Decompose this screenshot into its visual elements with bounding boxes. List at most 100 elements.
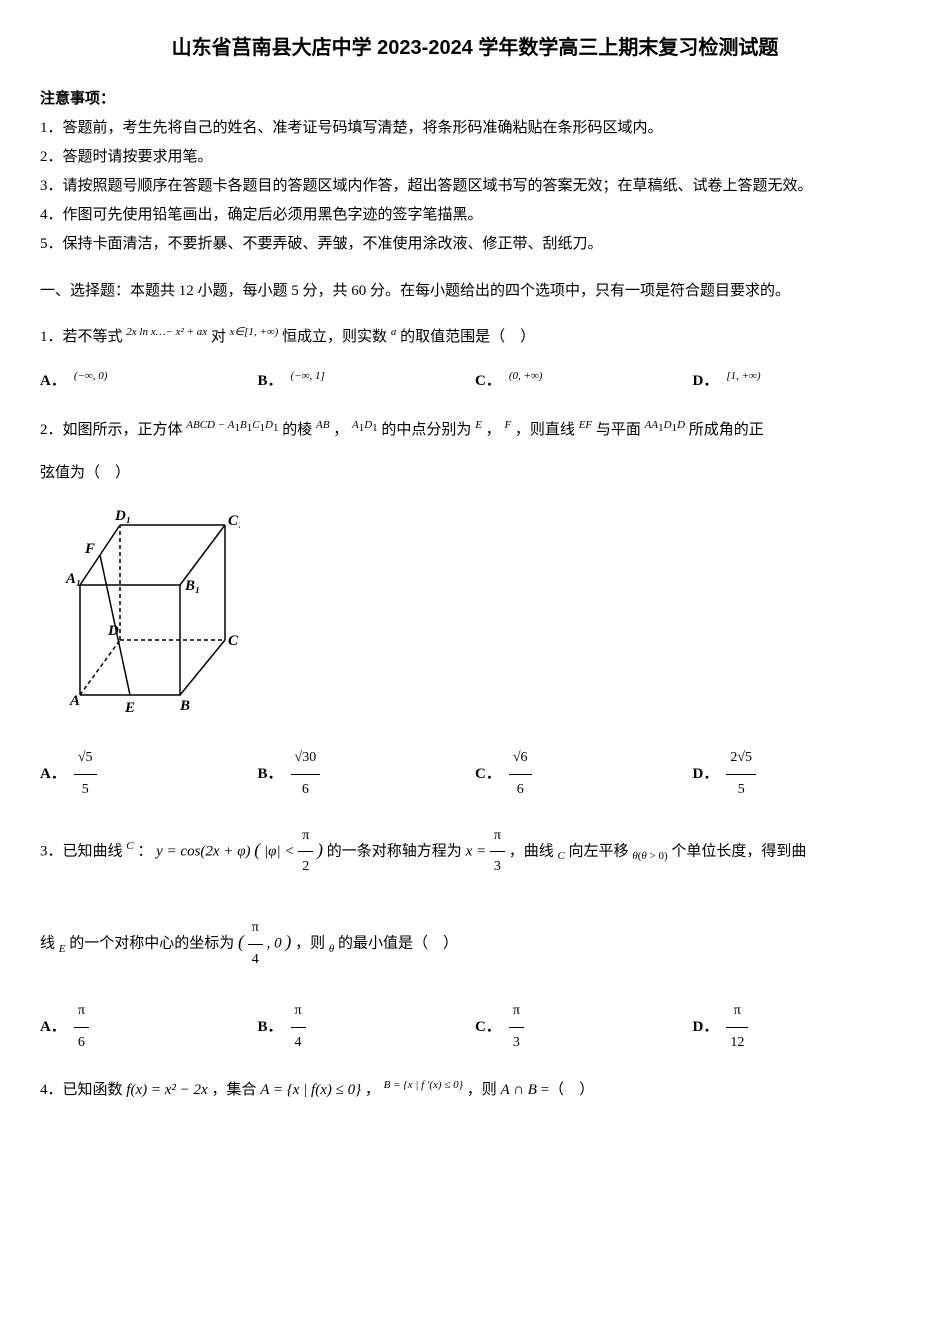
q2-option-b: B． √30 6 [258,743,476,806]
svg-text:C: C [228,633,239,649]
q2-prefix: 2．如图所示，正方体 [40,422,186,438]
q3-option-d: D． π 12 [693,996,911,1059]
q3-center-zero: , 0 [267,936,282,952]
q4-setB: B = {x | f ′(x) ≤ 0} [384,1082,463,1098]
notice-heading: 注意事项： [40,86,910,113]
q2-suffix: 所成角的正 [689,422,764,438]
q3-option-a: A． π 6 [40,996,258,1059]
q3-option-b: B． π 4 [258,996,476,1059]
q1-opt-d-val: [1, +∞) [726,364,760,398]
q4-setA: A = {x | f(x) ≤ 0} [260,1082,361,1098]
q2-option-a: A． √5 5 [40,743,258,806]
q3-mid4: 个单位长度，得到曲 [671,843,806,859]
q1-mid1: 对 [211,329,230,345]
q2-opt-d-frac: 2√5 5 [726,743,756,806]
notice-item: 2．答题时请按要求用笔。 [40,144,910,171]
q1-options: A． (−∞, 0) B． (−∞, 1] C． (0, +∞) D． [1, … [40,364,910,398]
q3-center-open: ( [238,932,244,952]
q2-mid1: 的棱 [282,422,316,438]
q1-option-a: A． (−∞, 0) [40,364,258,398]
q2-option-c: C． √6 6 [475,743,693,806]
q2-opt-b-frac: √30 6 [291,743,321,806]
q2-line2: 弦值为（ ） [40,457,910,490]
q1-mid2: 恒成立，则实数 [282,329,391,345]
svg-text:E: E [124,700,135,715]
q1-expr2: x∈[1, +∞) [230,329,279,345]
option-label: A． [40,758,66,791]
q3-cond: ( [254,839,260,859]
q3-line2: 线 E 的一个对称中心的坐标为 ( π 4 , 0 ) ，则 θ 的最小值是（ … [40,913,910,976]
q3-curve-e: E [59,936,66,952]
notice-item: 1．答题前，考生先将自己的姓名、准考证号码填写清楚，将条形码准确粘贴在条形码区域… [40,115,910,142]
q3-opt-d-frac: π 12 [726,996,748,1059]
q2-cube: ABCD − A1B1C1D1 [186,422,278,438]
svg-text:C₁: C₁ [228,513,240,529]
q2-pt1: E [475,422,482,438]
q1-opt-a-val: (−∞, 0) [74,364,108,398]
q1-option-c: C． (0, +∞) [475,364,693,398]
q3-mid1: 的一条对称轴方程为 [327,843,466,859]
q3-axis-frac: π 3 [490,821,505,884]
option-label: C． [475,1011,501,1044]
q3-option-c: C． π 3 [475,996,693,1059]
notice-item: 3．请按照题号顺序在答题卡各题目的答题区域内作答，超出答题区域书写的答案无效；在… [40,173,910,200]
q3-l2-suffix: 的最小值是（ ） [338,936,458,952]
option-label: D． [693,365,719,398]
cube-svg: A B C D A₁ B₁ C₁ D₁ E F [60,505,240,715]
svg-text:A: A [69,693,80,709]
q1-option-b: B． (−∞, 1] [258,364,476,398]
page-title: 山东省莒南县大店中学 2023-2024 学年数学高三上期末复习检测试题 [40,30,910,66]
q3-colon: ： [137,843,152,859]
q1-option-d: D． [1, +∞) [693,364,911,398]
q2-plane: AA1D1D [645,422,685,438]
option-label: A． [40,1011,66,1044]
q2-opt-c-frac: √6 6 [509,743,532,806]
q4-func: f(x) = x² − 2x [126,1082,207,1098]
q2-edge2: A1D1 [352,422,378,438]
section-heading: 一、选择题：本题共 12 小题，每小题 5 分，共 60 分。在每小题给出的四个… [40,278,910,305]
q3-theta: θ(θ > 0) [632,843,667,859]
q4-mid2: ， [365,1082,380,1098]
q3-theta-var: θ [329,936,334,952]
q3-axis: x = [466,843,490,859]
question-4: 4．已知函数 f(x) = x² − 2x ，集合 A = {x | f(x) … [40,1073,910,1107]
q3-curve-c2: C [557,843,564,859]
svg-text:B₁: B₁ [184,578,200,594]
q4-suffix: =（ ） [541,1082,594,1098]
q2-line: EF [579,422,592,438]
q4-mid1: ，集合 [211,1082,260,1098]
notice-item: 4．作图可先使用铅笔画出，确定后必须用黑色字迹的签字笔描黑。 [40,202,910,229]
q4-prefix: 4．已知函数 [40,1082,126,1098]
q2-mid4: ， [486,422,501,438]
q3-l2-mid2: ，则 [295,936,329,952]
svg-text:B: B [179,698,190,714]
q1-opt-b-val: (−∞, 1] [291,364,325,398]
question-1: 1．若不等式 2x ln x…− x² + ax 对 x∈[1, +∞) 恒成立… [40,320,910,398]
q4-inter: A ∩ B [501,1082,537,1098]
q3-opt-b-frac: π 4 [291,996,306,1059]
q2-edge1: AB [316,422,329,438]
q3-cond-close: ) [317,839,323,859]
q3-opt-c-frac: π 3 [509,996,524,1059]
q1-suffix: 的取值范围是（ ） [400,329,535,345]
q3-options: A． π 6 B． π 4 C． π 3 D． π 12 [40,996,910,1059]
q3-center-frac: π 4 [248,913,263,976]
q2-option-d: D． 2√5 5 [693,743,911,806]
q3-prefix: 3．已知曲线 [40,843,126,859]
q2-mid5: ，则直线 [515,422,579,438]
q1-var: a [391,329,397,345]
option-label: C． [475,365,501,398]
notice-section: 注意事项： 1．答题前，考生先将自己的姓名、准考证号码填写清楚，将条形码准确粘贴… [40,86,910,258]
q2-mid3: 的中点分别为 [381,422,475,438]
q4-mid3: ，则 [467,1082,501,1098]
option-label: D． [693,758,719,791]
q3-l2-prefix: 线 [40,936,59,952]
q3-cond-frac: π 2 [298,821,313,884]
svg-text:F: F [84,541,95,557]
q3-curve-c: C [126,843,133,859]
q1-stem-prefix: 1．若不等式 [40,329,126,345]
option-label: A． [40,365,66,398]
q3-center-close: ) [285,932,291,952]
q1-expr1: 2x ln x…− x² + ax [126,329,207,345]
svg-text:D: D [107,623,119,639]
